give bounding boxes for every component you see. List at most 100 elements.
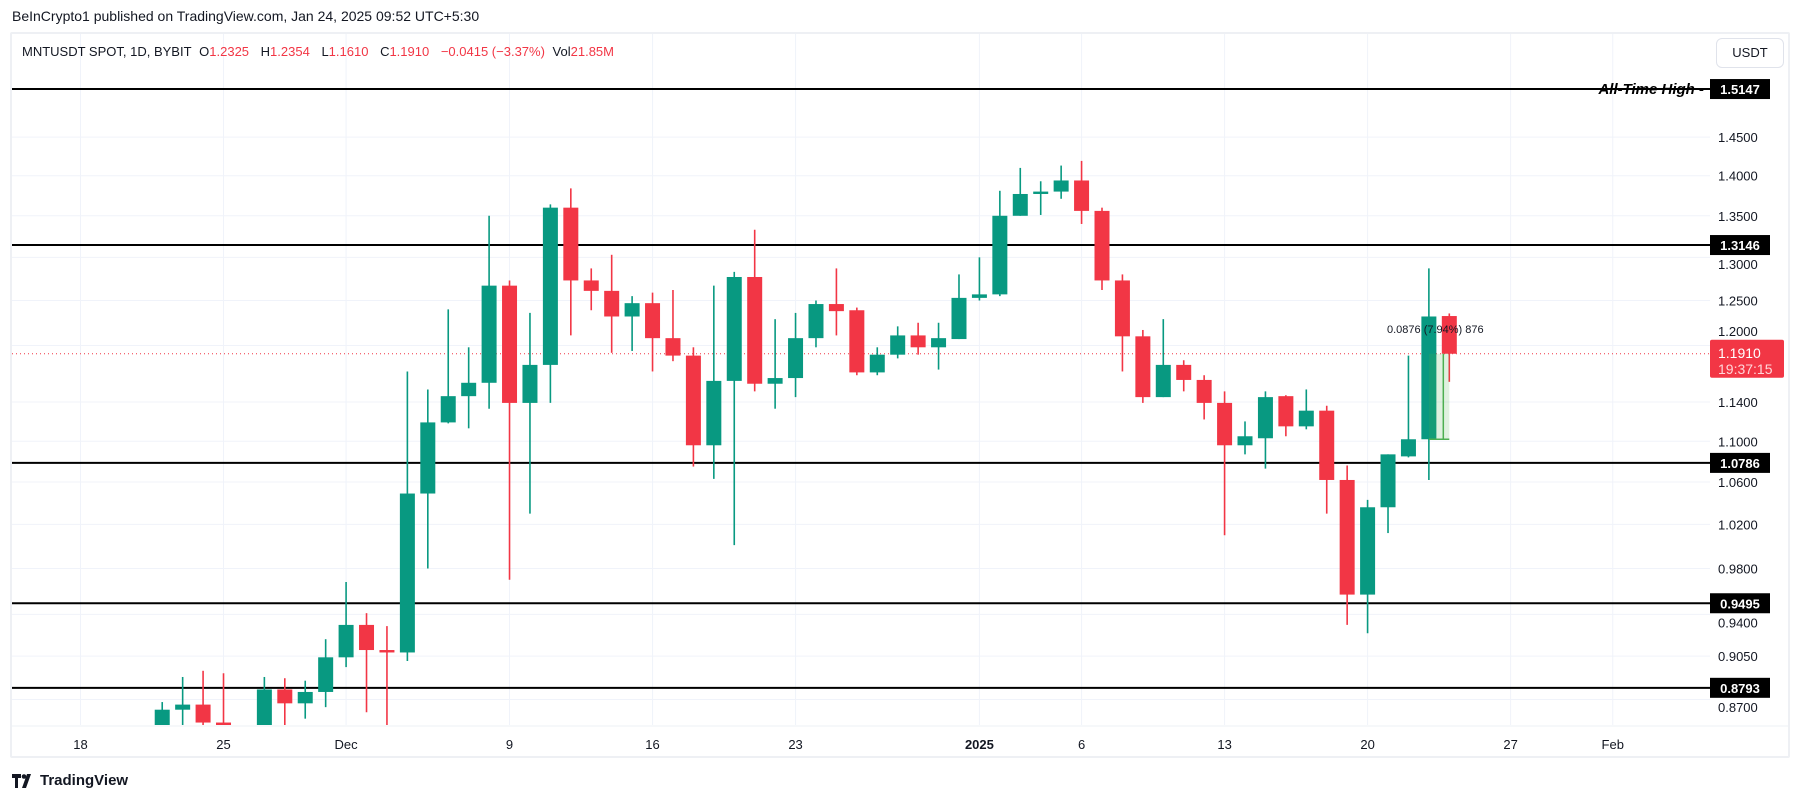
support-resistance-levels: All-Time High - (12, 81, 1710, 689)
low-value: 1.1610 (328, 44, 369, 59)
candle-down (563, 188, 579, 336)
level-price-label: 1.0786 (1720, 456, 1760, 471)
candle-body (563, 207, 579, 281)
candle-down (216, 673, 232, 725)
candle-up (767, 319, 783, 409)
candle-body (1094, 210, 1110, 281)
candle-up (1155, 319, 1171, 398)
candle-body (461, 382, 477, 397)
measure-area (1428, 353, 1450, 440)
candle-down (828, 268, 844, 336)
price-tick-label: 1.3000 (1718, 257, 1758, 272)
level-price-tag (1710, 79, 1770, 100)
countdown-label: 19:37:15 (1718, 361, 1773, 377)
candle-body (154, 709, 170, 725)
candle-up (706, 285, 722, 479)
candle-up (624, 296, 640, 351)
candle-body (195, 704, 211, 723)
candle-body (828, 304, 844, 312)
candle-body (645, 303, 661, 339)
candle-up (1400, 355, 1416, 458)
candle-body (1380, 454, 1396, 508)
candle-down (1114, 274, 1130, 372)
candle-body (1074, 180, 1090, 211)
candle-down (849, 307, 865, 376)
candles (154, 160, 1457, 725)
level-price-tag (1710, 452, 1770, 473)
tradingview-brand: TradingView (40, 772, 129, 789)
candle-up (931, 322, 947, 370)
high-label: H (260, 44, 271, 59)
candle-body (256, 689, 272, 725)
price-tick-label: 1.3500 (1718, 209, 1758, 224)
tradingview-logo-icon (12, 773, 31, 788)
candle-body (297, 691, 313, 704)
candle-up (1012, 167, 1028, 216)
candle-body (1339, 479, 1355, 595)
time-tick-label: 23 (788, 737, 802, 752)
open-label: O (199, 44, 210, 59)
candle-down (1196, 375, 1212, 420)
price-tick-label: 1.4500 (1718, 130, 1758, 145)
price-tick-label: 1.1400 (1718, 395, 1758, 410)
ohlc-legend: MNTUSDT SPOT, 1D, BYBIT O1.2325 H1.2354 … (22, 44, 622, 59)
overlay: 0.0876 (7.94%) 876 (1387, 324, 1484, 441)
close-label: C (380, 44, 390, 59)
candle-up (1053, 165, 1069, 199)
currency-button[interactable]: USDT (1716, 38, 1784, 68)
candle-body (1114, 280, 1130, 337)
candle-body (542, 207, 558, 365)
candle-body (910, 335, 926, 348)
measure-label: 0.0876 (7.94%) 876 (1387, 324, 1484, 336)
symbol-label[interactable]: MNTUSDT SPOT, 1D, BYBIT (22, 44, 192, 59)
candle-up (992, 190, 1008, 297)
candle-up (1380, 454, 1396, 534)
candle-up (297, 680, 313, 719)
candle-body (1155, 364, 1171, 398)
tradingview-logo[interactable]: TradingView (12, 772, 128, 789)
time-tick-label: Dec (335, 737, 359, 752)
price-tick-label: 1.2000 (1718, 324, 1758, 339)
time-tick-label: 2025 (965, 737, 994, 752)
change-value: −0.0415 (−3.37%) (440, 44, 545, 59)
candle-body (1257, 397, 1273, 439)
candle-down (1094, 207, 1110, 290)
candle-down (379, 626, 395, 725)
candle-body (1135, 336, 1151, 398)
candle-body (808, 304, 824, 339)
candle-body (624, 303, 640, 317)
candle-down (665, 289, 681, 362)
candle-up (726, 271, 742, 546)
candle-down (1217, 391, 1233, 536)
candle-up (1421, 268, 1437, 480)
level-price-label: 0.9495 (1720, 596, 1760, 611)
price-tick-label: 1.0600 (1718, 475, 1758, 490)
candle-up (1360, 499, 1376, 634)
candle-down (583, 268, 599, 311)
candle-up (522, 312, 538, 514)
time-tick-label: 13 (1217, 737, 1231, 752)
candle-body (1176, 364, 1192, 380)
time-tick-label: 27 (1503, 737, 1517, 752)
candle-up (951, 274, 967, 340)
chart-frame (10, 32, 1790, 758)
candle-up (890, 326, 906, 359)
candle-down (1441, 313, 1457, 382)
time-axis: 18 25 Dec 9 16 23 2025 6 13 20 27 Feb (12, 725, 1790, 752)
candle-body (767, 378, 783, 384)
time-tick-label: 25 (216, 737, 230, 752)
time-tick-label: 20 (1360, 737, 1374, 752)
candle-body (890, 335, 906, 355)
candle-body (1360, 507, 1376, 595)
candle-body (420, 422, 436, 494)
candle-body (685, 355, 701, 446)
level-price-label: 1.3146 (1720, 238, 1760, 253)
candle-body (502, 285, 518, 403)
candle-body (359, 624, 375, 651)
candle-up (1257, 391, 1273, 469)
candle-up (542, 204, 558, 403)
last-price-label: 1.1910 (1718, 345, 1761, 361)
price-tick-label: 1.4000 (1718, 169, 1758, 184)
candle-up (338, 582, 354, 668)
